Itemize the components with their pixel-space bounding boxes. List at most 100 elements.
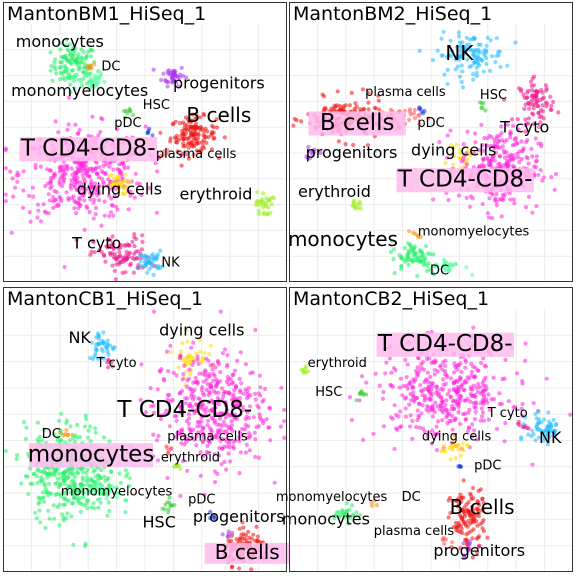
point-t-cd4-cd8- bbox=[33, 162, 38, 167]
point-plasma-cells bbox=[165, 451, 171, 456]
point-progenitors bbox=[225, 534, 230, 539]
point-t-cd4-cd8- bbox=[65, 127, 70, 132]
point-monocytes bbox=[37, 508, 42, 513]
point-t-cd4-cd8- bbox=[517, 149, 522, 154]
point-erythroid bbox=[253, 202, 259, 208]
point-t-cd4-cd8- bbox=[200, 439, 205, 445]
point-nk bbox=[445, 67, 450, 72]
point-t-cd4-cd8- bbox=[540, 178, 545, 183]
point-t-cd4-cd8- bbox=[441, 377, 446, 382]
point-t-cd4-cd8- bbox=[221, 391, 226, 396]
point-nk bbox=[494, 36, 499, 41]
point-t-cd4-cd8- bbox=[132, 195, 137, 200]
point-monocytes bbox=[61, 54, 66, 60]
point-t-cd4-cd8- bbox=[177, 356, 182, 361]
point-t-cd4-cd8- bbox=[371, 431, 376, 436]
point-t-cd4-cd8- bbox=[200, 454, 205, 459]
point-t-cd4-cd8- bbox=[84, 166, 90, 171]
point-dying-cells bbox=[115, 177, 120, 183]
point-t-cd4-cd8- bbox=[177, 391, 182, 396]
point-t-cd4-cd8- bbox=[97, 165, 102, 170]
point-nk bbox=[456, 34, 462, 39]
point-t-cd4-cd8- bbox=[212, 418, 217, 424]
point-progenitors bbox=[170, 80, 175, 85]
point-b-cells bbox=[209, 147, 214, 152]
point-t-cd4-cd8- bbox=[483, 375, 488, 380]
point-dying-cells bbox=[442, 443, 447, 448]
point-monocytes bbox=[85, 467, 90, 472]
point-monocytes bbox=[349, 503, 355, 508]
panel-title: MantonCB1_HiSeq_1 bbox=[7, 288, 203, 310]
point-monocytes bbox=[81, 50, 86, 55]
point-monocytes bbox=[37, 500, 42, 505]
point-t-cd4-cd8- bbox=[193, 409, 198, 414]
point-monocytes bbox=[65, 511, 70, 516]
point-erythroid bbox=[303, 366, 308, 371]
point-b-cells bbox=[463, 521, 468, 527]
point-b-cells bbox=[477, 503, 482, 508]
point-t-cd4-cd8- bbox=[508, 131, 513, 136]
point-t-cd4-cd8- bbox=[224, 408, 230, 413]
point-t-cd4-cd8- bbox=[444, 398, 449, 403]
point-t-cd4-cd8- bbox=[187, 416, 192, 421]
point-t-cd4-cd8- bbox=[541, 175, 546, 180]
point-t-cd4-cd8- bbox=[530, 210, 535, 215]
point-monocytes bbox=[354, 510, 359, 515]
point-b-cells bbox=[201, 129, 206, 134]
point-monomyelocytes bbox=[92, 76, 97, 81]
point-t-cd4-cd8- bbox=[13, 185, 18, 190]
cluster-label: DC bbox=[430, 263, 449, 278]
point-t-cd4-cd8- bbox=[536, 172, 541, 178]
point-b-cells bbox=[299, 119, 304, 124]
point-t-cd4-cd8- bbox=[220, 351, 225, 356]
point-t-cd4-cd8- bbox=[364, 380, 369, 385]
point-t-cd4-cd8- bbox=[532, 164, 537, 169]
point-progenitors bbox=[163, 78, 168, 83]
point-t-cd4-cd8- bbox=[435, 419, 441, 424]
point-t-cd4-cd8- bbox=[105, 184, 110, 189]
point-t-cd4-cd8- bbox=[264, 417, 269, 422]
point-t-cd4-cd8- bbox=[152, 309, 157, 314]
point-monomyelocytes bbox=[86, 87, 91, 92]
point-t-cd4-cd8- bbox=[78, 180, 83, 185]
point-t-cd4-cd8- bbox=[224, 467, 229, 472]
point-nk bbox=[453, 57, 458, 62]
point-monocytes bbox=[391, 257, 396, 262]
point-t-cd4-cd8- bbox=[399, 424, 404, 429]
point-monocytes bbox=[47, 516, 52, 521]
point-t-cd4-cd8- bbox=[215, 379, 220, 384]
point-t-cd4-cd8- bbox=[457, 377, 463, 382]
point-b-cells bbox=[446, 515, 451, 520]
point-t-cd4-cd8- bbox=[538, 168, 543, 173]
point-b-cells bbox=[470, 504, 475, 509]
point-t-cd4-cd8- bbox=[108, 210, 114, 215]
point-b-cells bbox=[366, 100, 371, 105]
point-hsc bbox=[122, 109, 127, 114]
point-monomyelocytes bbox=[115, 490, 120, 495]
point-t-cd4-cd8- bbox=[195, 354, 200, 359]
point-t-cd4-cd8- bbox=[82, 227, 87, 232]
point-t-cyto bbox=[530, 111, 535, 116]
point-monocytes bbox=[40, 490, 46, 495]
point-nk bbox=[96, 333, 101, 338]
point-nk bbox=[488, 38, 493, 43]
point-monocytes bbox=[86, 428, 91, 433]
point-t-cd4-cd8- bbox=[72, 183, 77, 188]
point-nk bbox=[459, 63, 464, 68]
point-t-cyto bbox=[130, 255, 135, 260]
point-nk bbox=[138, 259, 143, 264]
point-t-cd4-cd8- bbox=[128, 193, 133, 198]
point-dying-cells bbox=[207, 352, 212, 357]
point-b-cells bbox=[184, 152, 189, 157]
point-pdc bbox=[145, 130, 150, 135]
point-t-cd4-cd8- bbox=[66, 122, 71, 127]
point-plasma-cells bbox=[441, 537, 446, 543]
point-hsc bbox=[167, 495, 172, 500]
point-nk bbox=[154, 254, 159, 259]
point-t-cd4-cd8- bbox=[11, 194, 16, 199]
point-monocytes bbox=[38, 478, 43, 483]
point-progenitors bbox=[165, 84, 170, 89]
point-t-cd4-cd8- bbox=[82, 198, 87, 203]
point-t-cd4-cd8- bbox=[272, 480, 277, 485]
point-dying-cells bbox=[461, 441, 466, 446]
